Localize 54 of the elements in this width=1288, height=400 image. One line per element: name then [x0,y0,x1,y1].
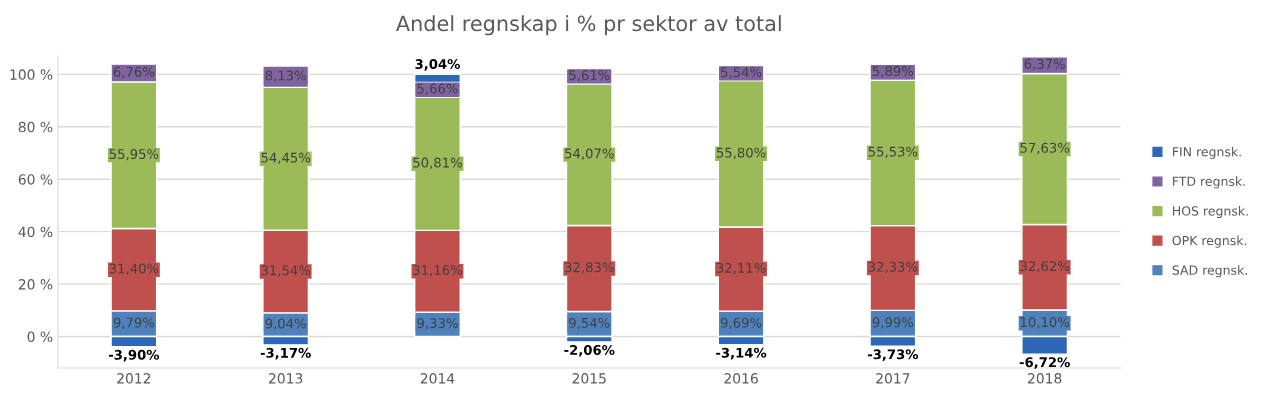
data-label: 55,53% [868,146,918,158]
data-label: 31,40% [109,263,159,275]
data-label: 32,11% [716,262,766,275]
x-tick-label: 2013 [269,373,303,384]
legend-label: FTD regnsk. [1173,176,1245,189]
data-label: 5,89% [872,66,914,78]
data-label: 6,37% [1024,58,1065,71]
data-label: 5,61% [569,70,610,82]
legend-label: HOS regnsk. [1173,205,1248,219]
data-label: 32,33% [868,261,918,274]
y-tick-label: 60 % [18,174,53,185]
legend-label: SAD regnsk. [1172,265,1247,278]
x-tick-label: 2017 [876,373,910,384]
data-label: -3,17% [260,347,311,360]
data-label: 9,79% [113,317,155,329]
data-label: -6,72% [1019,357,1070,369]
x-tick-label: 2014 [420,373,455,384]
legend-label: OPK regnsk. [1172,235,1247,248]
data-label: 9,69% [720,317,762,330]
data-label: 31,16% [413,265,462,277]
x-tick-label: 2016 [724,373,758,384]
data-label: 32,83% [565,262,614,274]
data-label: 32,62% [1020,261,1070,273]
data-label: 50,81% [413,157,462,169]
data-label: 9,99% [872,317,914,329]
y-tick-label: 0 % [27,331,53,343]
data-label: 9,54% [569,317,610,330]
data-label: 9,04% [265,318,306,330]
data-label: 5,54% [721,67,762,79]
data-label: 6,76% [113,66,155,79]
y-tick-label: 80 % [18,121,53,133]
x-tick-label: 2012 [117,373,151,384]
data-label: -2,06% [564,344,615,357]
y-tick-label: 100 % [10,69,53,80]
data-label: 55,80% [716,147,766,159]
data-label: 55,95% [109,149,159,161]
data-label: 57,63% [1020,142,1070,155]
x-tick-label: 2018 [1028,373,1062,384]
data-label: 3,04% [415,59,460,71]
data-label: -3,14% [716,347,767,360]
data-label: 31,54% [261,265,311,277]
x-tick-label: 2015 [572,373,606,384]
data-label: 9,33% [417,318,458,330]
legend-label: FIN regnsk. [1173,146,1241,159]
data-label: 8,13% [265,70,306,82]
data-label: 5,66% [417,83,458,95]
data-label: 54,45% [261,152,311,164]
data-label: -3,73% [867,349,919,361]
y-tick-label: 40 % [18,226,53,238]
y-tick-label: 20 % [18,279,53,290]
data-label: 10,10% [1020,317,1070,329]
data-label: -3,90% [108,349,160,362]
chart-title: Andel regnskap i % pr sektor av total [396,15,781,36]
data-label: 54,07% [565,148,614,160]
